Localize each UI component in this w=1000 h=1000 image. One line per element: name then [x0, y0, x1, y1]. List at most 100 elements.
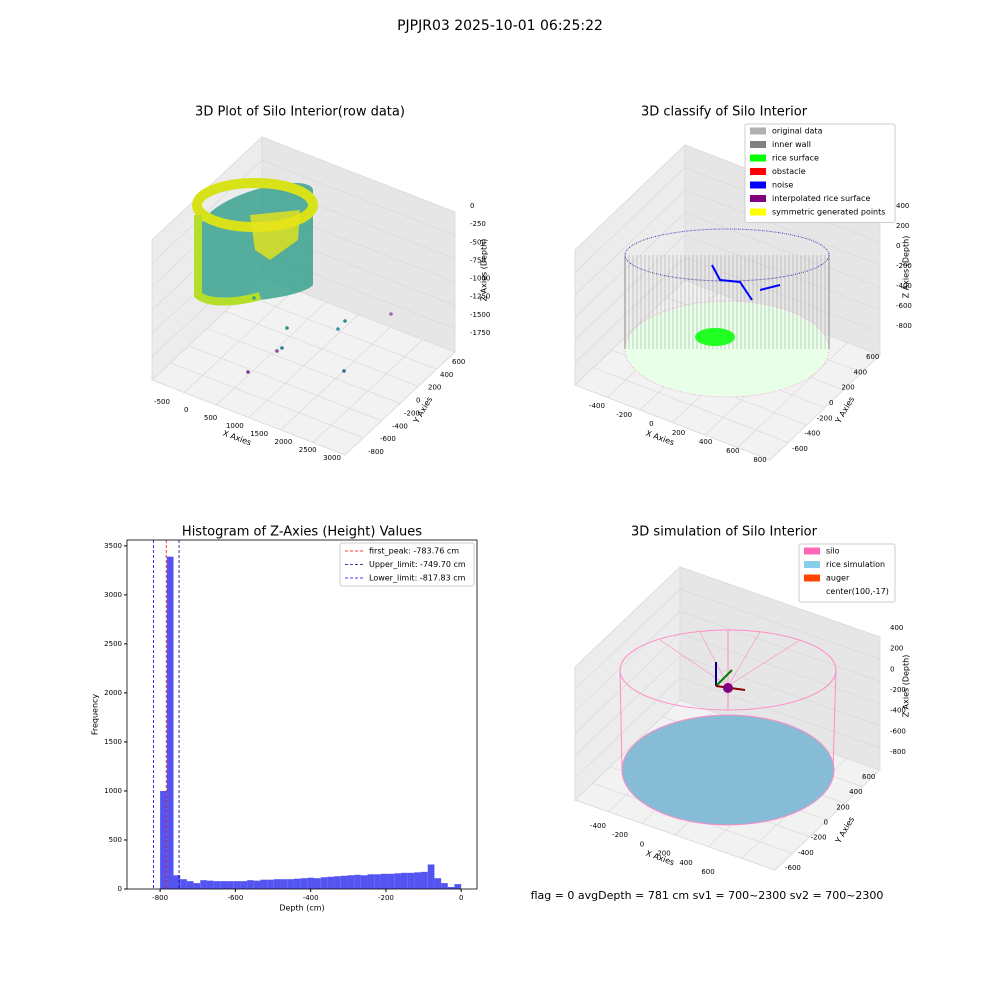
x-tick-label: 1500: [250, 430, 268, 438]
chart-title: 3D simulation of Silo Interior: [631, 525, 818, 540]
pane-grid: [684, 212, 881, 288]
y-tick-label: 0: [416, 397, 420, 405]
x-tick-label: -200: [378, 894, 394, 902]
y-axis-label: Frequency: [91, 694, 100, 736]
histogram-bar: [380, 873, 388, 889]
x-tick-label: 800: [753, 456, 766, 464]
z-tick-label: -500: [470, 238, 486, 246]
x-tick-label: -600: [227, 894, 243, 902]
histogram-bar: [374, 874, 381, 889]
z-tick-label: -200: [890, 686, 906, 694]
histogram-bar: [220, 881, 228, 889]
legend-label: Lower_limit: -817.83 cm: [369, 574, 466, 583]
histogram-bar: [414, 872, 422, 889]
figure-title: PJPJR03 2025-10-01 06:25:22: [397, 18, 603, 34]
histogram-bar: [287, 879, 294, 889]
histogram-bar: [320, 877, 328, 889]
y-tick-label: 200: [428, 384, 441, 392]
histogram-bar: [240, 881, 248, 889]
histogram-bar: [407, 872, 415, 889]
plot-frame: [126, 539, 478, 890]
x-tick-label: 200: [657, 850, 670, 858]
histogram-bar: [394, 873, 401, 889]
histogram-bar: [173, 875, 181, 889]
histogram-bar: [400, 872, 408, 889]
x-tick-label: 600: [701, 868, 714, 876]
legend-swatch: [750, 127, 766, 135]
pane-grid: [574, 588, 681, 690]
histogram-bar: [267, 879, 274, 889]
y-tick-label: 0: [118, 885, 122, 893]
legend-label: original data: [772, 127, 823, 136]
axis-label: Z Axies (Depth): [902, 236, 911, 299]
histogram-bar: [180, 879, 187, 889]
silo-raw-points: [192, 178, 393, 374]
legend-label: first_peak: -783.76 cm: [369, 547, 459, 556]
legend-label: rice surface: [772, 154, 819, 163]
histogram-bar: [186, 881, 194, 889]
silo-classify-points: [624, 228, 830, 398]
histogram-bar: [387, 873, 395, 889]
y-tick-label: -400: [798, 849, 814, 857]
legend-swatch: [804, 547, 820, 555]
y-tick-label: 3500: [104, 542, 122, 550]
histogram-bar: [260, 879, 268, 889]
histogram-bar: [293, 878, 301, 889]
y-tick-label: 1000: [104, 787, 122, 795]
histogram-bar: [327, 876, 335, 889]
y-tick-label: 400: [849, 788, 862, 796]
x-tick-label: 600: [726, 447, 739, 455]
histogram-bar: [280, 879, 288, 889]
x-tick-label: -400: [303, 894, 319, 902]
y-tick-label: 0: [824, 819, 828, 827]
histogram-bar: [367, 874, 375, 889]
histogram-bar: [253, 880, 261, 889]
y-tick-label: 400: [440, 371, 453, 379]
histogram-bar: [273, 879, 281, 889]
histogram-bar: [427, 864, 435, 889]
x-tick-label: 3000: [323, 454, 341, 462]
z-tick-label: 0: [470, 202, 474, 210]
legend-label: silo: [826, 547, 840, 556]
legend-box: [798, 543, 896, 603]
y-tick-label: 500: [109, 836, 122, 844]
y-tick-label: 3000: [104, 591, 122, 599]
x-tick-label: 400: [679, 859, 692, 867]
legend-swatch: [750, 168, 766, 175]
legend-label: interpolated rice surface: [772, 194, 870, 203]
legend-label: symmetric generated points: [772, 208, 885, 217]
pane-grid: [574, 633, 681, 734]
z-tick-label: -750: [470, 256, 486, 264]
x-tick-label: 0: [640, 840, 644, 848]
pane-grid: [574, 677, 681, 779]
x-tick-label: -400: [589, 402, 605, 410]
histogram-bar: [227, 881, 234, 889]
y-tick-label: -200: [811, 834, 827, 842]
legend-label: rice simulation: [826, 560, 885, 569]
z-tick-label: -250: [470, 220, 486, 228]
y-tick-label: -200: [817, 414, 833, 422]
axis-label: Z Axies (Depth): [480, 239, 489, 302]
z-tick-label: 200: [896, 222, 909, 230]
z-tick-label: 0: [896, 242, 900, 250]
histogram-bar: [206, 880, 214, 889]
y-tick-label: -600: [792, 445, 808, 453]
silo-simulation: [619, 629, 837, 826]
z-tick-label: -400: [896, 282, 912, 290]
legend-swatch: [750, 154, 766, 162]
pane-grid: [574, 189, 686, 296]
y-tick-label: 400: [854, 368, 867, 376]
y-tick-label: -600: [785, 864, 801, 872]
legend-swatch: [804, 574, 820, 582]
x-tick-label: -200: [616, 411, 632, 419]
z-tick-label: -1750: [470, 329, 490, 337]
z-tick-label: 200: [890, 645, 903, 653]
legend-swatch: [750, 195, 766, 202]
histogram-bar: [166, 556, 174, 889]
histogram-bar: [441, 883, 448, 889]
histogram-bar: [233, 881, 241, 889]
histogram-bar: [347, 875, 355, 889]
z-tick-label: -1000: [470, 275, 490, 283]
z-tick-label: -200: [896, 262, 912, 270]
legend-label: Upper_limit: -749.70 cm: [369, 560, 466, 569]
